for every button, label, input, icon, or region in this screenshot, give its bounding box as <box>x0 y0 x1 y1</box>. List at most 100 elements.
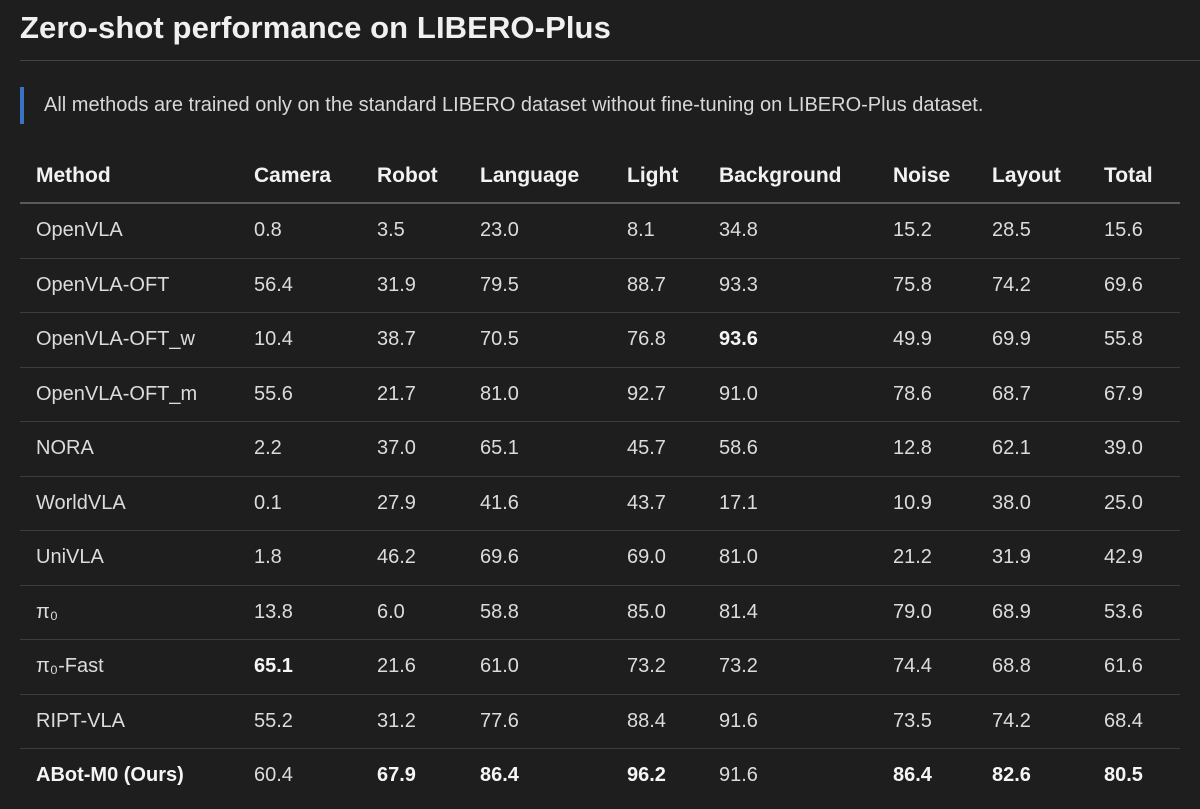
column-header-noise: Noise <box>877 150 976 204</box>
score-cell-robot: 21.6 <box>361 639 464 695</box>
score-cell-layout: 68.8 <box>976 639 1088 695</box>
score-cell-noise: 73.5 <box>877 694 976 749</box>
table-row: RIPT-VLA 55.2 31.2 77.6 88.4 91.6 73.5 74.2 68.4 <box>20 694 1180 749</box>
score-cell-layout: 28.5 <box>976 203 1088 259</box>
score-cell-language: 86.4 <box>480 764 519 787</box>
method-name-cell: OpenVLA-OFT <box>20 258 238 313</box>
score-cell-light: 92.7 <box>611 367 703 422</box>
score-cell-layout: 82.6 <box>992 764 1031 787</box>
score-cell-language: 58.8 <box>464 585 611 640</box>
score-cell-light: 45.7 <box>611 421 703 477</box>
score-cell-language: 23.0 <box>464 203 611 259</box>
results-table: Method Camera Robot Language Light Background… <box>20 150 1180 803</box>
score-cell-total: 25.0 <box>1088 476 1180 531</box>
method-name-cell: OpenVLA-OFT_m <box>20 367 238 422</box>
score-cell-total: 69.6 <box>1088 258 1180 313</box>
method-name-cell: π₀ <box>20 585 238 640</box>
method-name-cell: UniVLA <box>20 530 238 586</box>
score-cell-background: 91.6 <box>703 694 877 749</box>
table-row: UniVLA 1.8 46.2 69.6 69.0 81.0 21.2 31.9 42.9 <box>20 530 1180 586</box>
score-cell-camera: 55.2 <box>238 694 361 749</box>
score-cell-robot: 67.9 <box>377 764 416 787</box>
score-cell-background: 93.6 <box>703 312 877 368</box>
score-cell-light: 76.8 <box>611 312 703 368</box>
score-cell-light: 96.2 <box>627 764 666 787</box>
score-cell-robot: 37.0 <box>361 421 464 477</box>
title-divider <box>20 60 1200 61</box>
score-cell-light: 8.1 <box>611 203 703 259</box>
score-cell-layout: 69.9 <box>976 312 1088 368</box>
note-callout: All methods are trained only on the stan… <box>20 87 1180 124</box>
method-name-cell: π₀-Fast <box>20 639 238 695</box>
score-cell-language: 81.0 <box>464 367 611 422</box>
score-cell-noise: 78.6 <box>877 367 976 422</box>
table-row: OpenVLA-OFT_m 55.6 21.7 81.0 92.7 91.0 78.6 68.… <box>20 367 1180 422</box>
table-row: π₀ 13.8 6.0 58.8 85.0 81.4 79.0 68.9 53.6 <box>20 585 1180 640</box>
score-cell-layout: 38.0 <box>976 476 1088 531</box>
score-cell-camera: 56.4 <box>238 258 361 313</box>
method-name-cell: OpenVLA-OFT_w <box>20 312 238 368</box>
score-cell-robot: 6.0 <box>361 585 464 640</box>
score-cell-noise: 49.9 <box>877 312 976 368</box>
score-cell-light: 88.4 <box>611 694 703 749</box>
page-title: Zero-shot performance on LIBERO-Plus <box>20 10 611 45</box>
score-cell-total: 15.6 <box>1088 203 1180 259</box>
score-cell-robot: 31.9 <box>361 258 464 313</box>
column-header-language: Language <box>464 150 611 204</box>
table-header-row: Method Camera Robot Language Light Background… <box>20 150 1180 204</box>
column-header-robot: Robot <box>361 150 464 204</box>
score-cell-robot: 27.9 <box>361 476 464 531</box>
score-cell-robot: 38.7 <box>361 312 464 368</box>
score-cell-camera: 0.1 <box>238 476 361 531</box>
score-cell-noise: 21.2 <box>877 530 976 586</box>
score-cell-camera: 1.8 <box>238 530 361 586</box>
score-cell-layout: 31.9 <box>976 530 1088 586</box>
method-name-cell: WorldVLA <box>20 476 238 531</box>
score-cell-light: 73.2 <box>611 639 703 695</box>
score-cell-camera: 2.2 <box>238 421 361 477</box>
score-cell-robot: 21.7 <box>361 367 464 422</box>
score-cell-total: 61.6 <box>1088 639 1180 695</box>
score-cell-language: 69.6 <box>464 530 611 586</box>
table-row: WorldVLA 0.1 27.9 41.6 43.7 17.1 10.9 38.0 25.0 <box>20 476 1180 531</box>
method-name-cell: ABot-M0 (Ours) <box>36 764 184 787</box>
table-row: π₀-Fast 65.1 21.6 61.0 73.2 73.2 74.4 68.8 61.6 <box>20 639 1180 695</box>
score-cell-noise: 15.2 <box>877 203 976 259</box>
score-cell-language: 77.6 <box>464 694 611 749</box>
score-cell-background: 17.1 <box>703 476 877 531</box>
score-cell-total: 68.4 <box>1088 694 1180 749</box>
method-name-cell: OpenVLA <box>20 203 238 259</box>
score-cell-camera: 55.6 <box>238 367 361 422</box>
method-name-cell: NORA <box>20 421 238 477</box>
score-cell-total: 67.9 <box>1088 367 1180 422</box>
score-cell-total: 55.8 <box>1088 312 1180 368</box>
table-row: OpenVLA-OFT_w 10.4 38.7 70.5 76.8 93.6 49.9 69.… <box>20 312 1180 368</box>
score-cell-background: 81.0 <box>703 530 877 586</box>
score-cell-language: 61.0 <box>464 639 611 695</box>
score-cell-light: 69.0 <box>611 530 703 586</box>
score-cell-camera: 60.4 <box>254 764 293 787</box>
column-header-total: Total <box>1088 150 1180 204</box>
score-cell-robot: 3.5 <box>361 203 464 259</box>
score-cell-language: 79.5 <box>464 258 611 313</box>
score-cell-layout: 74.2 <box>976 258 1088 313</box>
table-row: NORA 2.2 37.0 65.1 45.7 58.6 12.8 62.1 39.0 <box>20 421 1180 477</box>
table-row: OpenVLA-OFT 56.4 31.9 79.5 88.7 93.3 75.8 74.2 6… <box>20 258 1180 313</box>
column-header-light: Light <box>611 150 703 204</box>
score-cell-background: 91.6 <box>719 764 758 787</box>
table-row: ABot-M0 (Ours) 60.4 67.9 86.4 96.2 91.6 86.4 82… <box>20 749 1180 803</box>
score-cell-language: 41.6 <box>464 476 611 531</box>
score-cell-robot: 31.2 <box>361 694 464 749</box>
column-header-layout: Layout <box>976 150 1088 204</box>
score-cell-light: 43.7 <box>611 476 703 531</box>
score-cell-robot: 46.2 <box>361 530 464 586</box>
score-cell-background: 34.8 <box>703 203 877 259</box>
score-cell-background: 81.4 <box>703 585 877 640</box>
score-cell-noise: 86.4 <box>893 764 932 787</box>
score-cell-camera: 10.4 <box>238 312 361 368</box>
score-cell-total: 39.0 <box>1088 421 1180 477</box>
score-cell-noise: 10.9 <box>877 476 976 531</box>
table-body: OpenVLA 0.8 3.5 23.0 8.1 34.8 15.2 28.5 15.6 Open… <box>20 203 1180 803</box>
score-cell-background: 58.6 <box>703 421 877 477</box>
score-cell-noise: 74.4 <box>877 639 976 695</box>
